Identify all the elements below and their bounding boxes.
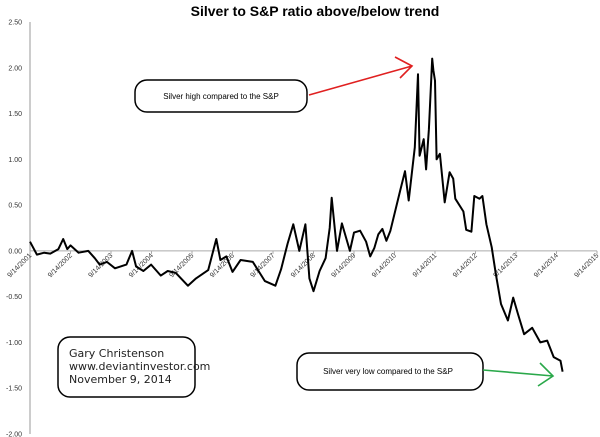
- x-tick-labels: 9/14/2001 9/14/2002 9/14/2003 9/14/2004 9/14…: [6, 250, 600, 279]
- chart-title: Silver to S&P ratio above/below trend: [191, 3, 440, 19]
- x-tick-label: 9/14/2009: [330, 252, 357, 279]
- y-tick-label: 1.00: [8, 157, 22, 164]
- x-tick-label: 9/14/2007: [249, 252, 276, 279]
- x-tick-label: 9/14/2005: [168, 252, 195, 279]
- y-tick-label: 0.00: [8, 248, 22, 255]
- y-tick-label: 0.50: [8, 203, 22, 210]
- y-tick-label: -2.00: [6, 432, 22, 437]
- x-tick-label: 9/14/2011: [412, 252, 439, 279]
- green-arrow-icon: [482, 362, 555, 387]
- y-tick-label: -0.50: [6, 294, 22, 301]
- x-tick-label: 9/14/2006: [209, 252, 236, 279]
- annotation-high-text: Silver high compared to the S&P: [163, 92, 279, 101]
- x-tick-label: 9/14/2012: [452, 252, 479, 279]
- x-tick-label: 9/14/2001: [6, 252, 33, 279]
- series-line: [29, 57, 564, 372]
- y-tick-labels: 2.50 2.00 1.50 1.00 0.50 0.00 -0.50 -1.00 -1.50 -…: [6, 20, 22, 437]
- red-arrow-icon: [308, 56, 414, 96]
- author-name: Gary Christenson: [69, 347, 164, 360]
- y-tick-label: -1.50: [6, 386, 22, 393]
- x-tick-label: 9/14/2014: [533, 252, 560, 279]
- author-date: November 9, 2014: [69, 373, 172, 386]
- author-box: [57, 336, 196, 398]
- y-tick-label: 2.50: [8, 20, 22, 27]
- y-tick-label: 1.50: [8, 111, 22, 118]
- annotation-low-text: Silver very low compared to the S&P: [323, 367, 453, 376]
- author-website: www.deviantinvestor.com: [69, 360, 210, 373]
- x-tick-label: 9/14/2015: [573, 252, 600, 279]
- x-tick-label: 9/14/2002: [47, 252, 74, 279]
- annotation-box-high: [134, 79, 308, 113]
- x-tick-label: 9/14/2010: [371, 252, 398, 279]
- annotation-box-low: [296, 352, 484, 391]
- x-tick-label: 9/14/2008: [290, 252, 317, 279]
- y-tick-label: -1.00: [6, 340, 22, 347]
- y-tick-label: 2.00: [8, 65, 22, 72]
